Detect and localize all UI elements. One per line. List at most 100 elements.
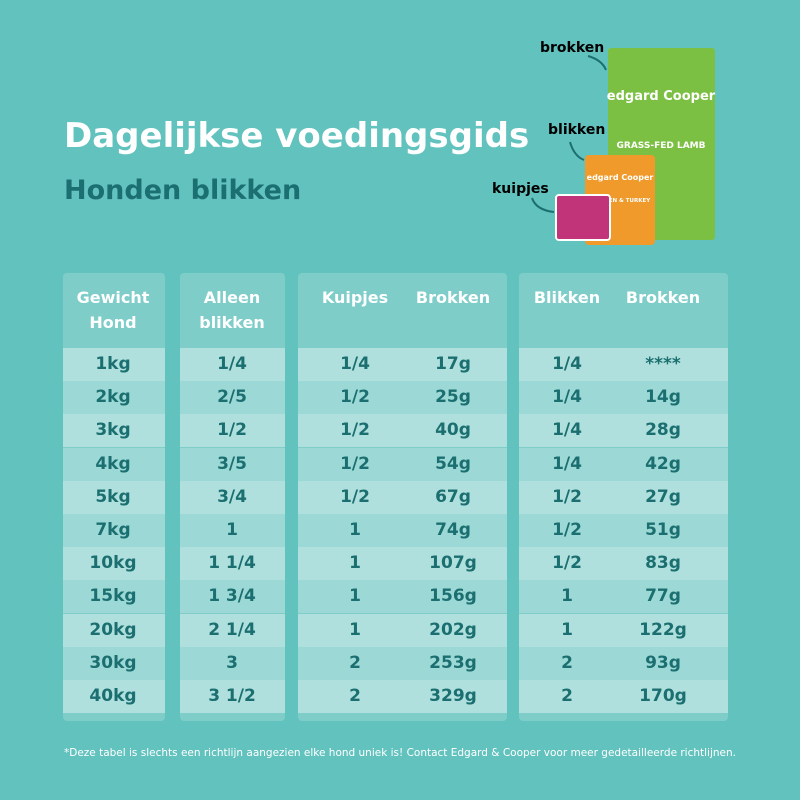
table-cell: 42g [645, 453, 681, 474]
title: Dagelijkse voedingsgids [64, 116, 530, 156]
table-cell: 67g [435, 486, 471, 507]
row-background [180, 580, 285, 614]
column-header: Kuipjes [321, 288, 389, 307]
table-cell: 74g [435, 520, 471, 540]
table-cell: 1/2 [340, 420, 370, 441]
table-cell: 3 [226, 652, 238, 673]
table-cell: 20kg [89, 619, 137, 640]
table-cell: 93g [645, 652, 681, 673]
table-panel: Blikken 1/4 1/4 1/4 1/4 1/2 1/2 1/2 1 1 2 2 Brokken *… [519, 273, 728, 721]
table-cell: 2 [349, 686, 361, 706]
row-background [519, 414, 728, 448]
row-background [180, 646, 285, 680]
row-background [298, 447, 507, 481]
table-cell: 30kg [89, 652, 137, 673]
product-label: kuipjes [492, 181, 549, 197]
table-cell: 5kg [95, 486, 131, 507]
row-background [298, 680, 507, 713]
column-header: Gewicht Hond [76, 288, 150, 332]
row-background [298, 414, 507, 448]
row-background [298, 381, 507, 415]
table-cell: 2 [561, 686, 573, 706]
row-background [180, 447, 285, 481]
table-cell: 54g [435, 453, 471, 474]
table-cell: 202g [429, 619, 477, 640]
table-cell: 14g [645, 387, 681, 408]
table-cell: 1 [349, 586, 361, 607]
product-label: blikken [548, 122, 605, 138]
row-background [180, 613, 285, 647]
table-cell: 1 [561, 586, 573, 607]
table-panel: Gewicht Hond 1kg 2kg 3kg 4kg 5kg 7kg 10kg 15kg 20… [63, 273, 165, 721]
column-header: Alleen blikken [199, 288, 265, 332]
table-cell: 2 [561, 652, 573, 673]
arrow [587, 55, 607, 71]
table-cell: 2kg [95, 387, 131, 408]
table-panel: Alleen blikken 1/4 2/5 1/2 3/5 3/4 1 1 1/4 1 3/4… [180, 273, 285, 721]
table-cell: 1/4 [340, 354, 370, 374]
column-header: Blikken [533, 288, 601, 307]
table-cell: 3/5 [217, 453, 247, 474]
table-cell: 1 1/4 [208, 553, 256, 574]
table-cell: 1/4 [552, 453, 582, 474]
table-cell: 156g [429, 586, 477, 607]
table-cell: 2/5 [217, 387, 247, 408]
table-cell: 28g [645, 420, 681, 441]
table-cell: 1/2 [552, 553, 582, 574]
row-background [180, 680, 285, 713]
table-cell: 107g [429, 553, 477, 574]
table-cell: 1/2 [340, 387, 370, 408]
table-cell: 1/4 [217, 354, 247, 374]
product-illustration: edgard Cooper GRASS-FED LAMB edgard Coop… [492, 40, 716, 245]
table-cell: 1/2 [552, 486, 582, 507]
row-background [180, 381, 285, 415]
row-background [298, 514, 507, 547]
row-background [63, 480, 165, 514]
row-background [63, 547, 165, 581]
table-cell: 10kg [89, 553, 137, 574]
table-cell: 1/4 [552, 420, 582, 441]
row-background [180, 547, 285, 581]
row-background [63, 680, 165, 713]
table-cell: 1/2 [340, 486, 370, 507]
table-cell: 1 [561, 619, 573, 640]
table-cell: 1 [226, 520, 238, 540]
row-background [519, 381, 728, 415]
row-background [298, 348, 507, 381]
table-cell: 15kg [89, 586, 137, 607]
arrow [569, 141, 585, 161]
row-background [63, 613, 165, 647]
row-background [298, 646, 507, 680]
table-cell: 40g [435, 420, 471, 441]
row-background [180, 348, 285, 381]
table-cell: 1 [349, 553, 361, 574]
row-background [519, 514, 728, 547]
table-cell: 1/2 [340, 453, 370, 474]
table-cell: 3kg [95, 420, 131, 441]
column-header: Brokken [415, 288, 491, 307]
table-cell: 1/4 [552, 387, 582, 408]
table-cell: 122g [639, 619, 687, 640]
table-cell: **** [645, 354, 681, 374]
row-background [63, 414, 165, 448]
table-cell: 83g [645, 553, 681, 574]
table-cell: 77g [645, 586, 681, 607]
table-cell: 7kg [95, 520, 131, 540]
table-cell: 3/4 [217, 486, 247, 507]
row-background [298, 480, 507, 514]
row-background [63, 580, 165, 614]
table-cell: 1/4 [552, 354, 582, 374]
table-cell: 4kg [95, 453, 131, 474]
can-name: CHICKEN & TURKEY [590, 198, 651, 204]
bag-brand: edgard Cooper [607, 89, 716, 104]
table-cell: 3 1/2 [208, 686, 256, 706]
row-background [519, 480, 728, 514]
row-background [180, 480, 285, 514]
subtitle: Honden blikken [64, 175, 302, 206]
footnote: *Deze tabel is slechts een richtlijn aan… [63, 747, 736, 759]
product-label: brokken [540, 40, 604, 56]
table-cell: 1kg [95, 354, 131, 374]
table-cell: 1/2 [217, 420, 247, 441]
tray [555, 194, 611, 241]
